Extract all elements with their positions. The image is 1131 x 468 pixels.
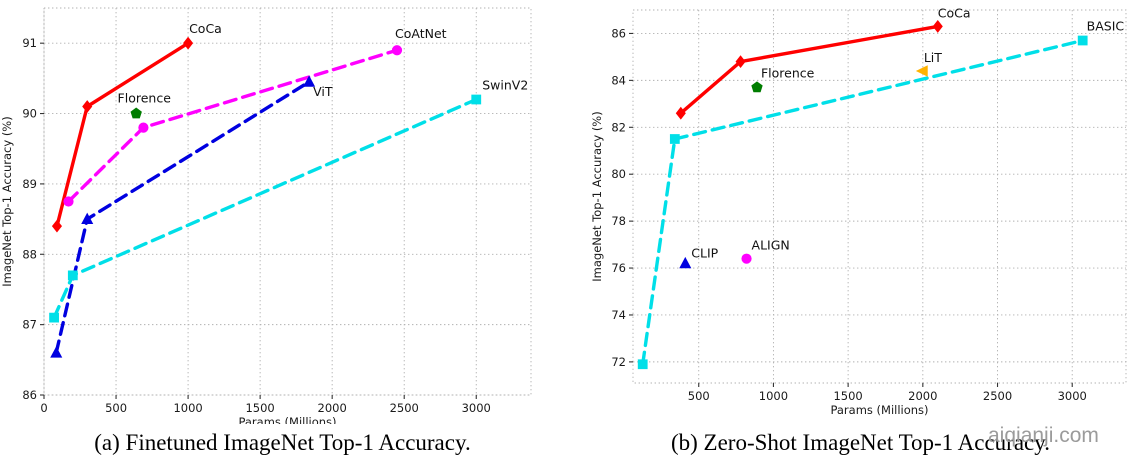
y-tick-label: 80 bbox=[611, 167, 626, 181]
watermark: aiqianji.com bbox=[988, 424, 1099, 447]
circle-marker bbox=[741, 253, 752, 264]
y-tick-label: 74 bbox=[611, 308, 626, 322]
diamond-marker bbox=[932, 20, 943, 33]
series-label-LiT: LiT bbox=[924, 50, 942, 65]
series-CoCa: CoCa bbox=[675, 5, 971, 120]
y-axis-label: ImageNet Top-1 Accuracy (%) bbox=[590, 111, 604, 281]
y-tick-label: 87 bbox=[22, 318, 37, 332]
axis-ticks: 0 500 1000 1500 2000 2500 3000 86 87 88 89 90 91 bbox=[22, 36, 491, 415]
gridlines bbox=[633, 10, 1126, 383]
series-SwinV2: SwinV2 bbox=[49, 77, 528, 323]
series-ViT: ViT bbox=[50, 75, 333, 358]
series-ALIGN: ALIGN bbox=[741, 238, 790, 264]
pentagon-marker bbox=[130, 107, 142, 119]
circle-marker bbox=[63, 196, 74, 207]
y-tick-label: 76 bbox=[611, 261, 626, 275]
series-Florence: Florence bbox=[118, 91, 172, 119]
series-label-ViT: ViT bbox=[313, 84, 333, 99]
square-marker bbox=[637, 359, 648, 370]
series-line bbox=[52, 97, 478, 320]
y-axis-label: ImageNet Top-1 Accuracy (%) bbox=[0, 116, 14, 286]
y-tick-label: 72 bbox=[611, 355, 626, 369]
x-tick-label: 0 bbox=[40, 401, 47, 415]
x-tick-label: 1000 bbox=[173, 401, 202, 415]
finetuned-accuracy-chart: 0 500 1000 1500 2000 2500 3000 86 87 88 89 90 91 Para… bbox=[0, 7, 532, 429]
pentagon-marker bbox=[751, 81, 763, 93]
y-tick-label: 88 bbox=[22, 247, 37, 261]
x-tick-label: 1000 bbox=[759, 389, 788, 403]
series-label-CoAtNet: CoAtNet bbox=[395, 26, 447, 41]
diamond-marker bbox=[51, 219, 63, 233]
x-axis-label: Params (Millions) bbox=[238, 415, 336, 424]
x-axis-label: Params (Millions) bbox=[830, 403, 928, 417]
triangle-up-marker bbox=[679, 256, 692, 269]
square-marker bbox=[669, 134, 680, 144]
series-label-Florence: Florence bbox=[761, 65, 815, 80]
caption-a: (a) Finetuned ImageNet Top-1 Accuracy. bbox=[94, 430, 471, 455]
x-tick-label: 2000 bbox=[318, 401, 347, 415]
y-tick-label: 78 bbox=[611, 214, 626, 228]
series-Florence: Florence bbox=[751, 65, 815, 93]
square-marker bbox=[1077, 35, 1088, 46]
x-tick-label: 2500 bbox=[390, 401, 419, 415]
series-CoCa: CoCa bbox=[51, 21, 222, 233]
series-line bbox=[66, 48, 399, 204]
x-tick-label: 1500 bbox=[833, 389, 862, 403]
series-label-CoCa: CoCa bbox=[189, 21, 222, 36]
x-tick-label: 1500 bbox=[245, 401, 274, 415]
x-tick-label: 2000 bbox=[908, 389, 937, 403]
axis-ticks: 500 1000 1500 2000 2500 3000 72 74 76 78 80 82 84 86 bbox=[611, 26, 1086, 403]
series-line bbox=[54, 80, 311, 355]
x-tick-label: 500 bbox=[105, 401, 127, 415]
series-label-BASIC: BASIC bbox=[1087, 18, 1125, 33]
x-tick-label: 3000 bbox=[1058, 389, 1087, 403]
series-label-Florence: Florence bbox=[118, 91, 172, 106]
triangle-up-marker bbox=[303, 75, 316, 87]
square-marker bbox=[471, 94, 482, 105]
series-label-SwinV2: SwinV2 bbox=[482, 77, 528, 92]
figure-a-finetuned: 0 500 1000 1500 2000 2500 3000 86 87 88 89 90 91 Para… bbox=[0, 0, 565, 456]
circle-marker bbox=[391, 45, 403, 56]
square-marker bbox=[67, 270, 78, 281]
series-CoAtNet: CoAtNet bbox=[63, 26, 447, 207]
y-tick-label: 89 bbox=[22, 177, 37, 191]
x-tick-label: 500 bbox=[688, 389, 710, 403]
plot-border bbox=[632, 9, 1127, 384]
diamond-marker bbox=[675, 106, 686, 120]
x-tick-label: 3000 bbox=[462, 401, 491, 415]
triangle-left-marker bbox=[915, 65, 928, 77]
series-label-ALIGN: ALIGN bbox=[752, 238, 790, 253]
diamond-marker bbox=[82, 100, 93, 113]
y-tick-label: 86 bbox=[22, 388, 37, 402]
figure-b-zeroshot: 500 1000 1500 2000 2500 3000 72 74 76 78 80 82 84 86 P… bbox=[590, 0, 1131, 456]
zeroshot-accuracy-chart: 500 1000 1500 2000 2500 3000 72 74 76 78 80 82 84 86 P… bbox=[590, 5, 1127, 417]
series-LiT: LiT bbox=[915, 50, 942, 77]
y-tick-label: 82 bbox=[611, 120, 626, 134]
circle-marker bbox=[138, 122, 149, 133]
y-tick-label: 91 bbox=[22, 36, 37, 50]
y-tick-label: 90 bbox=[22, 107, 37, 121]
y-tick-label: 86 bbox=[611, 26, 626, 40]
series-label-CoCa: CoCa bbox=[938, 5, 971, 20]
square-marker bbox=[49, 312, 59, 323]
plot-border bbox=[43, 7, 532, 396]
series-BASIC: BASIC bbox=[637, 18, 1125, 370]
x-tick-label: 2500 bbox=[983, 389, 1012, 403]
triangle-up-marker bbox=[81, 212, 94, 224]
diamond-marker bbox=[735, 55, 746, 69]
diamond-marker bbox=[183, 36, 194, 50]
series-label-CLIP: CLIP bbox=[691, 245, 718, 260]
caption-b: (b) Zero-Shot ImageNet Top-1 Accuracy. bbox=[670, 430, 1051, 455]
triangle-up-marker bbox=[50, 346, 63, 358]
y-tick-label: 84 bbox=[611, 73, 626, 87]
series-CLIP: CLIP bbox=[679, 245, 719, 269]
